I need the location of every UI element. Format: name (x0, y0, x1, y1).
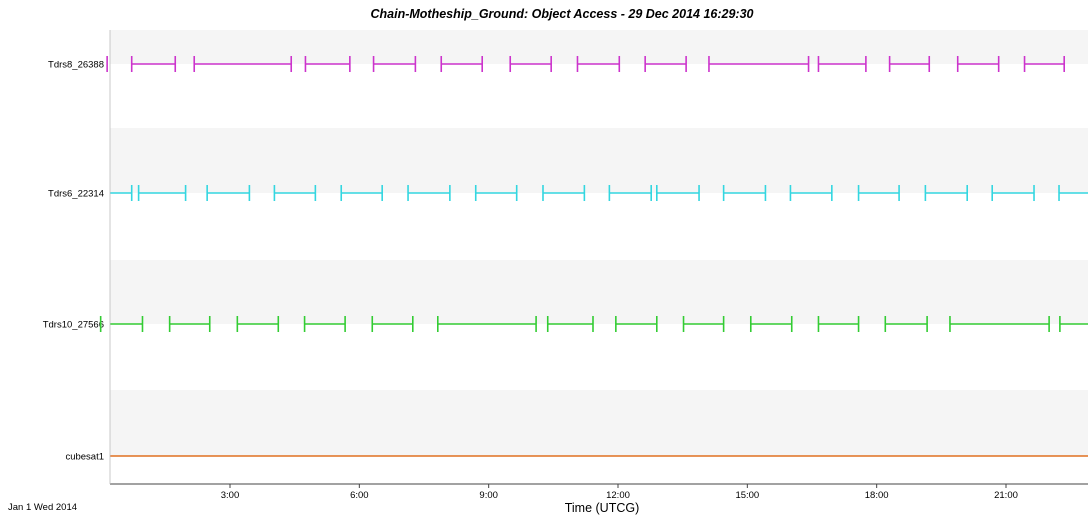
row-label-tdrs8-26388: Tdrs8_26388 (48, 60, 104, 71)
access-interval (956, 56, 1000, 72)
access-interval (1059, 316, 1088, 332)
access-interval (1023, 56, 1065, 72)
access-interval (303, 316, 346, 332)
chart-title: Chain-Motheship_Ground: Object Access - … (371, 7, 754, 21)
access-interval (817, 316, 860, 332)
access-interval (436, 316, 537, 332)
plot-bands (110, 30, 1088, 456)
access-interval (273, 185, 317, 201)
x-tick-label: 3:00 (221, 490, 240, 501)
access-interval (576, 56, 621, 72)
access-interval (857, 185, 900, 201)
access-interval (236, 316, 280, 332)
x-tick-label: 21:00 (994, 490, 1018, 501)
x-tick-label: 12:00 (606, 490, 630, 501)
x-tick-label: 9:00 (479, 490, 498, 501)
access-interval (888, 56, 931, 72)
access-interval (372, 56, 417, 72)
series-tdrs8-26388 (106, 56, 1065, 72)
access-interval (1058, 185, 1088, 201)
row-label-cubesat1: cubesat1 (65, 452, 104, 463)
access-interval (110, 185, 133, 201)
access-interval (924, 185, 969, 201)
access-interval (546, 316, 594, 332)
access-interval (789, 185, 833, 201)
x-axis-label: Time (UTCG) (565, 501, 640, 515)
access-interval (440, 56, 484, 72)
x-tick-label: 6:00 (350, 490, 369, 501)
access-interval (340, 185, 383, 201)
access-interval (137, 185, 187, 201)
access-interval (817, 56, 867, 72)
access-interval (655, 185, 700, 201)
x-axis: 3:00 6:00 9:00 12:00 15:00 18:00 21:00 (109, 30, 1088, 501)
plot-band-1 (110, 30, 1088, 64)
x-tick-label: 15:00 (735, 490, 759, 501)
access-interval (722, 185, 767, 201)
row-labels: Tdrs8_26388 Tdrs6_22314 Tdrs10_27566cubesa… (43, 60, 104, 463)
row-label-tdrs6-22314: Tdrs6_22314 (48, 189, 104, 200)
start-date-label: Jan 1 Wed 2014 (8, 502, 77, 513)
row-label-tdrs10-27566: Tdrs10_27566 (43, 320, 104, 331)
access-interval (644, 56, 687, 72)
access-interval (474, 185, 518, 201)
access-interval (407, 185, 451, 201)
access-interval (991, 185, 1035, 201)
plot-band-2 (110, 128, 1088, 193)
access-interval (193, 56, 293, 72)
access-interval (884, 316, 928, 332)
access-interval (542, 185, 586, 201)
access-interval (949, 316, 1050, 332)
access-interval (708, 56, 810, 72)
access-interval (749, 316, 793, 332)
access-interval (682, 316, 725, 332)
access-interval (130, 56, 177, 72)
x-tick-label: 18:00 (865, 490, 889, 501)
series-tdrs10-27566 (99, 316, 1088, 332)
access-interval (304, 56, 351, 72)
access-interval (371, 316, 414, 332)
access-interval (509, 56, 552, 72)
access-interval (110, 316, 144, 332)
access-marks (99, 56, 1088, 457)
access-interval (206, 185, 251, 201)
access-interval (608, 185, 652, 201)
series-tdrs6-22314 (110, 185, 1088, 201)
plot-band-3 (110, 260, 1088, 324)
plot-band-4 (110, 390, 1088, 456)
access-interval (168, 316, 211, 332)
access-interval (615, 316, 658, 332)
